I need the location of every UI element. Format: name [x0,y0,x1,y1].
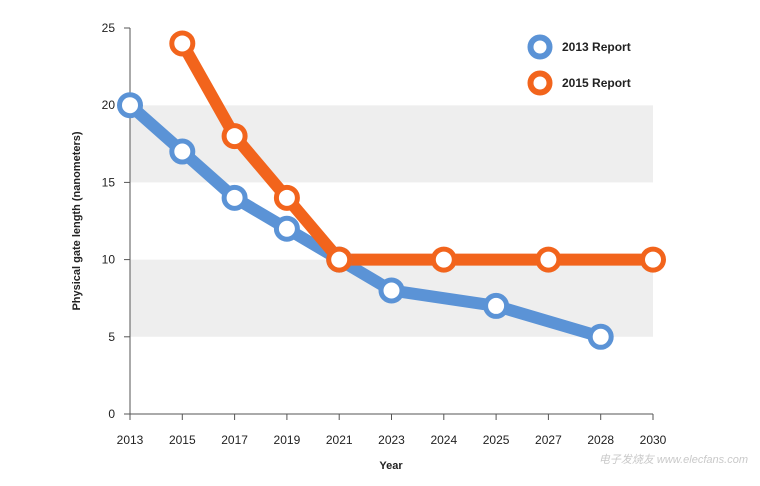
data-point [273,215,300,242]
data-point [587,323,614,350]
data-point [535,246,562,273]
x-axis-title: Year [379,460,403,472]
y-tick-label: 5 [108,330,115,344]
data-point [483,292,510,319]
y-tick-label: 15 [102,175,116,189]
data-point [169,30,196,57]
data-point [221,184,248,211]
watermark-text: 电子发烧友 www.elecfans.com [599,453,748,466]
series-layer [117,30,666,350]
legend-marker [527,34,553,60]
data-point [273,184,300,211]
x-tick-label: 2021 [326,433,353,447]
data-point [169,138,196,165]
grid-band [130,182,653,260]
y-tick-label: 25 [102,21,116,35]
legend-marker [527,70,553,96]
data-point [640,246,666,273]
x-tick-label: 2015 [169,433,196,447]
x-tick-label: 2013 [117,433,144,447]
data-point [326,246,353,273]
x-tick-label: 2019 [274,433,301,447]
grid-band [130,105,653,183]
x-tick-label: 2025 [483,433,510,447]
y-tick-label: 10 [102,253,116,267]
x-tick-label: 2023 [378,433,405,447]
legend-label: 2015 Report [562,76,631,90]
x-tick-label: 2028 [587,433,614,447]
data-point [378,277,405,304]
data-point [221,123,248,150]
grid-band [130,28,653,106]
x-tick-label: 2027 [535,433,562,447]
legend: 2013 Report 2015 Report [527,34,631,96]
data-point [430,246,457,273]
x-tick-label: 2017 [221,433,248,447]
x-tick-label: 2024 [430,433,457,447]
y-tick-label: 0 [108,407,115,421]
legend-label: 2013 Report [562,40,631,54]
y-tick-label: 20 [102,98,116,112]
y-axis-title: Physical gate length (nanometers) [71,131,83,310]
data-point [117,92,143,119]
x-tick-label: 2030 [640,433,667,447]
grid-band [130,336,653,414]
